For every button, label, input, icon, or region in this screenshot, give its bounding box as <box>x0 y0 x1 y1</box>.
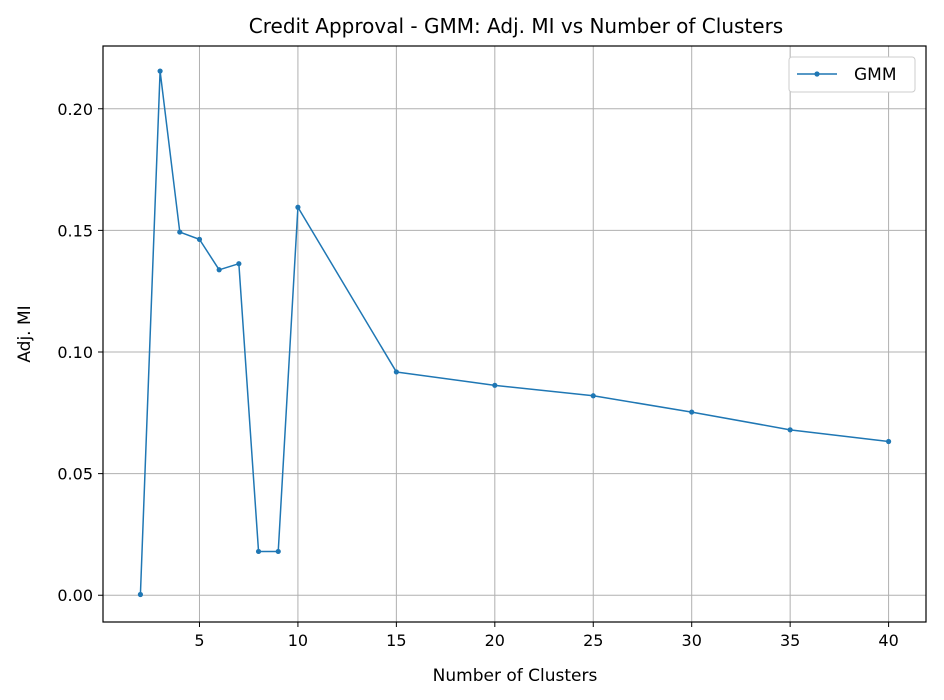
data-point <box>255 548 262 555</box>
chart-title: Credit Approval - GMM: Adj. MI vs Number… <box>249 14 783 38</box>
y-tick-label: 0.20 <box>57 100 93 119</box>
x-tick-label: 40 <box>878 631 898 650</box>
data-point <box>689 409 695 415</box>
data-point <box>177 229 183 235</box>
x-tick-label: 20 <box>485 631 505 650</box>
data-point <box>787 427 793 433</box>
x-tick-label: 30 <box>682 631 702 650</box>
legend-entry-gmm: GMM <box>854 65 897 85</box>
x-axis-label: Number of Clusters <box>433 666 598 686</box>
data-point <box>236 261 242 267</box>
y-tick-label: 0.10 <box>57 343 93 362</box>
y-tick-label: 0.05 <box>57 465 93 484</box>
data-point <box>590 393 596 399</box>
data-point <box>196 236 203 242</box>
data-point <box>216 267 222 273</box>
data-point <box>157 68 163 74</box>
x-axis: 5 10 15 20 25 30 35 40 <box>194 622 899 650</box>
legend-point-marker <box>814 71 820 77</box>
y-tick-label: 0.15 <box>57 221 93 240</box>
grid <box>103 46 926 622</box>
series-line-gmm <box>139 70 889 595</box>
y-axis: 0.00 0.05 0.10 0.15 0.20 <box>57 100 103 605</box>
y-tick-label: 0.00 <box>57 586 93 605</box>
plot-frame <box>102 45 927 623</box>
data-point <box>295 204 301 210</box>
data-point <box>275 548 281 555</box>
data-point <box>492 382 498 388</box>
data-point <box>137 591 144 598</box>
series-layer <box>137 68 892 598</box>
x-tick-label: 10 <box>288 631 308 650</box>
data-point <box>885 438 892 445</box>
x-tick-label: 35 <box>780 631 800 650</box>
x-tick-label: 15 <box>386 631 406 650</box>
x-tick-label: 25 <box>583 631 603 650</box>
legend: GMM <box>788 56 916 93</box>
legend-box <box>788 56 916 93</box>
data-point <box>393 369 399 375</box>
x-tick-label: 5 <box>194 631 204 650</box>
y-axis-label: Adj. MI <box>15 305 35 362</box>
